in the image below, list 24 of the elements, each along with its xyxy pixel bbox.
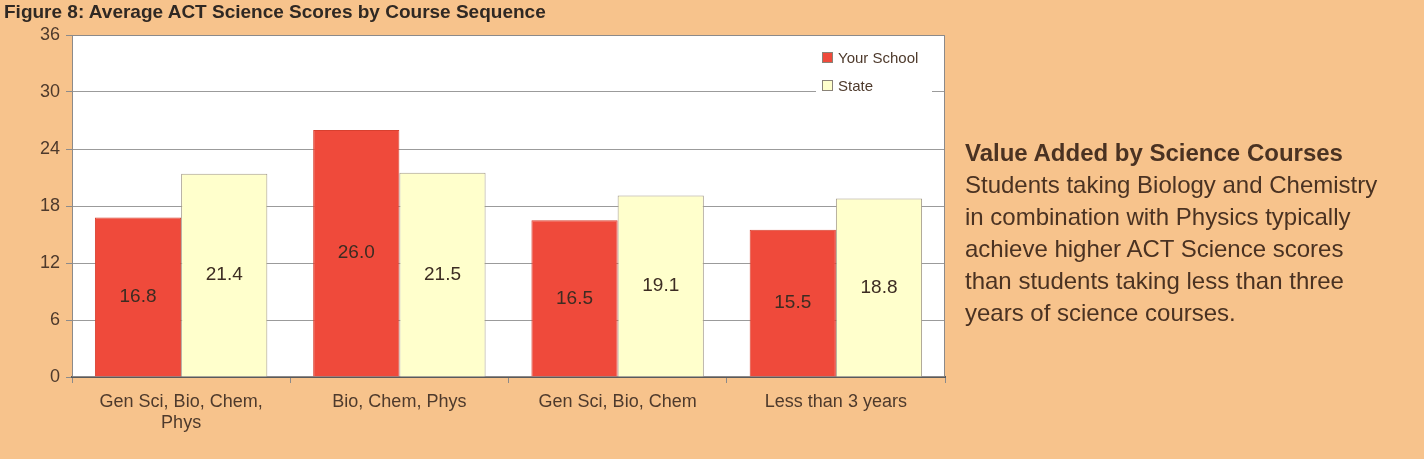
data-label: 16.5	[556, 286, 594, 308]
y-tick-label: 24	[39, 137, 60, 158]
text: Students taking Biology and Chemistry in combination with Physics typically achieve higher ACT Science scores than students taking less than three years of science courses.	[965, 170, 1379, 328]
data-label: 15.5	[774, 291, 812, 313]
y-tick-label: 18	[39, 194, 60, 215]
y-tick-label: 30	[39, 80, 60, 101]
y-tick-label: 6	[49, 308, 60, 329]
data-label: 21.5	[423, 262, 461, 284]
x-tick-label: Gen Sci, Bio, Chem, Phys	[99, 390, 263, 433]
legend-label: State	[838, 76, 874, 94]
data-label: 18.8	[860, 275, 898, 297]
y-tick-label: 0	[49, 365, 60, 386]
data-label: 21.4	[205, 263, 244, 285]
x-tick-label: Gen Sci, Bio, Chem	[538, 390, 697, 411]
data-label: 16.8	[119, 285, 157, 307]
text: Value Added by Science Courses	[965, 138, 1344, 168]
y-tick-label: 36	[39, 23, 60, 44]
data-label: 26.0	[337, 241, 375, 263]
x-tick-label: Less than 3 years	[764, 390, 907, 411]
x-tick-label: Bio, Chem, Phys	[332, 390, 467, 411]
y-tick-label: 12	[39, 251, 60, 272]
legend-label: Your School	[838, 48, 919, 66]
data-label: 19.1	[642, 274, 680, 296]
chart-title: Figure 8: Average ACT Science Scores by Course Sequence	[4, 1, 546, 23]
